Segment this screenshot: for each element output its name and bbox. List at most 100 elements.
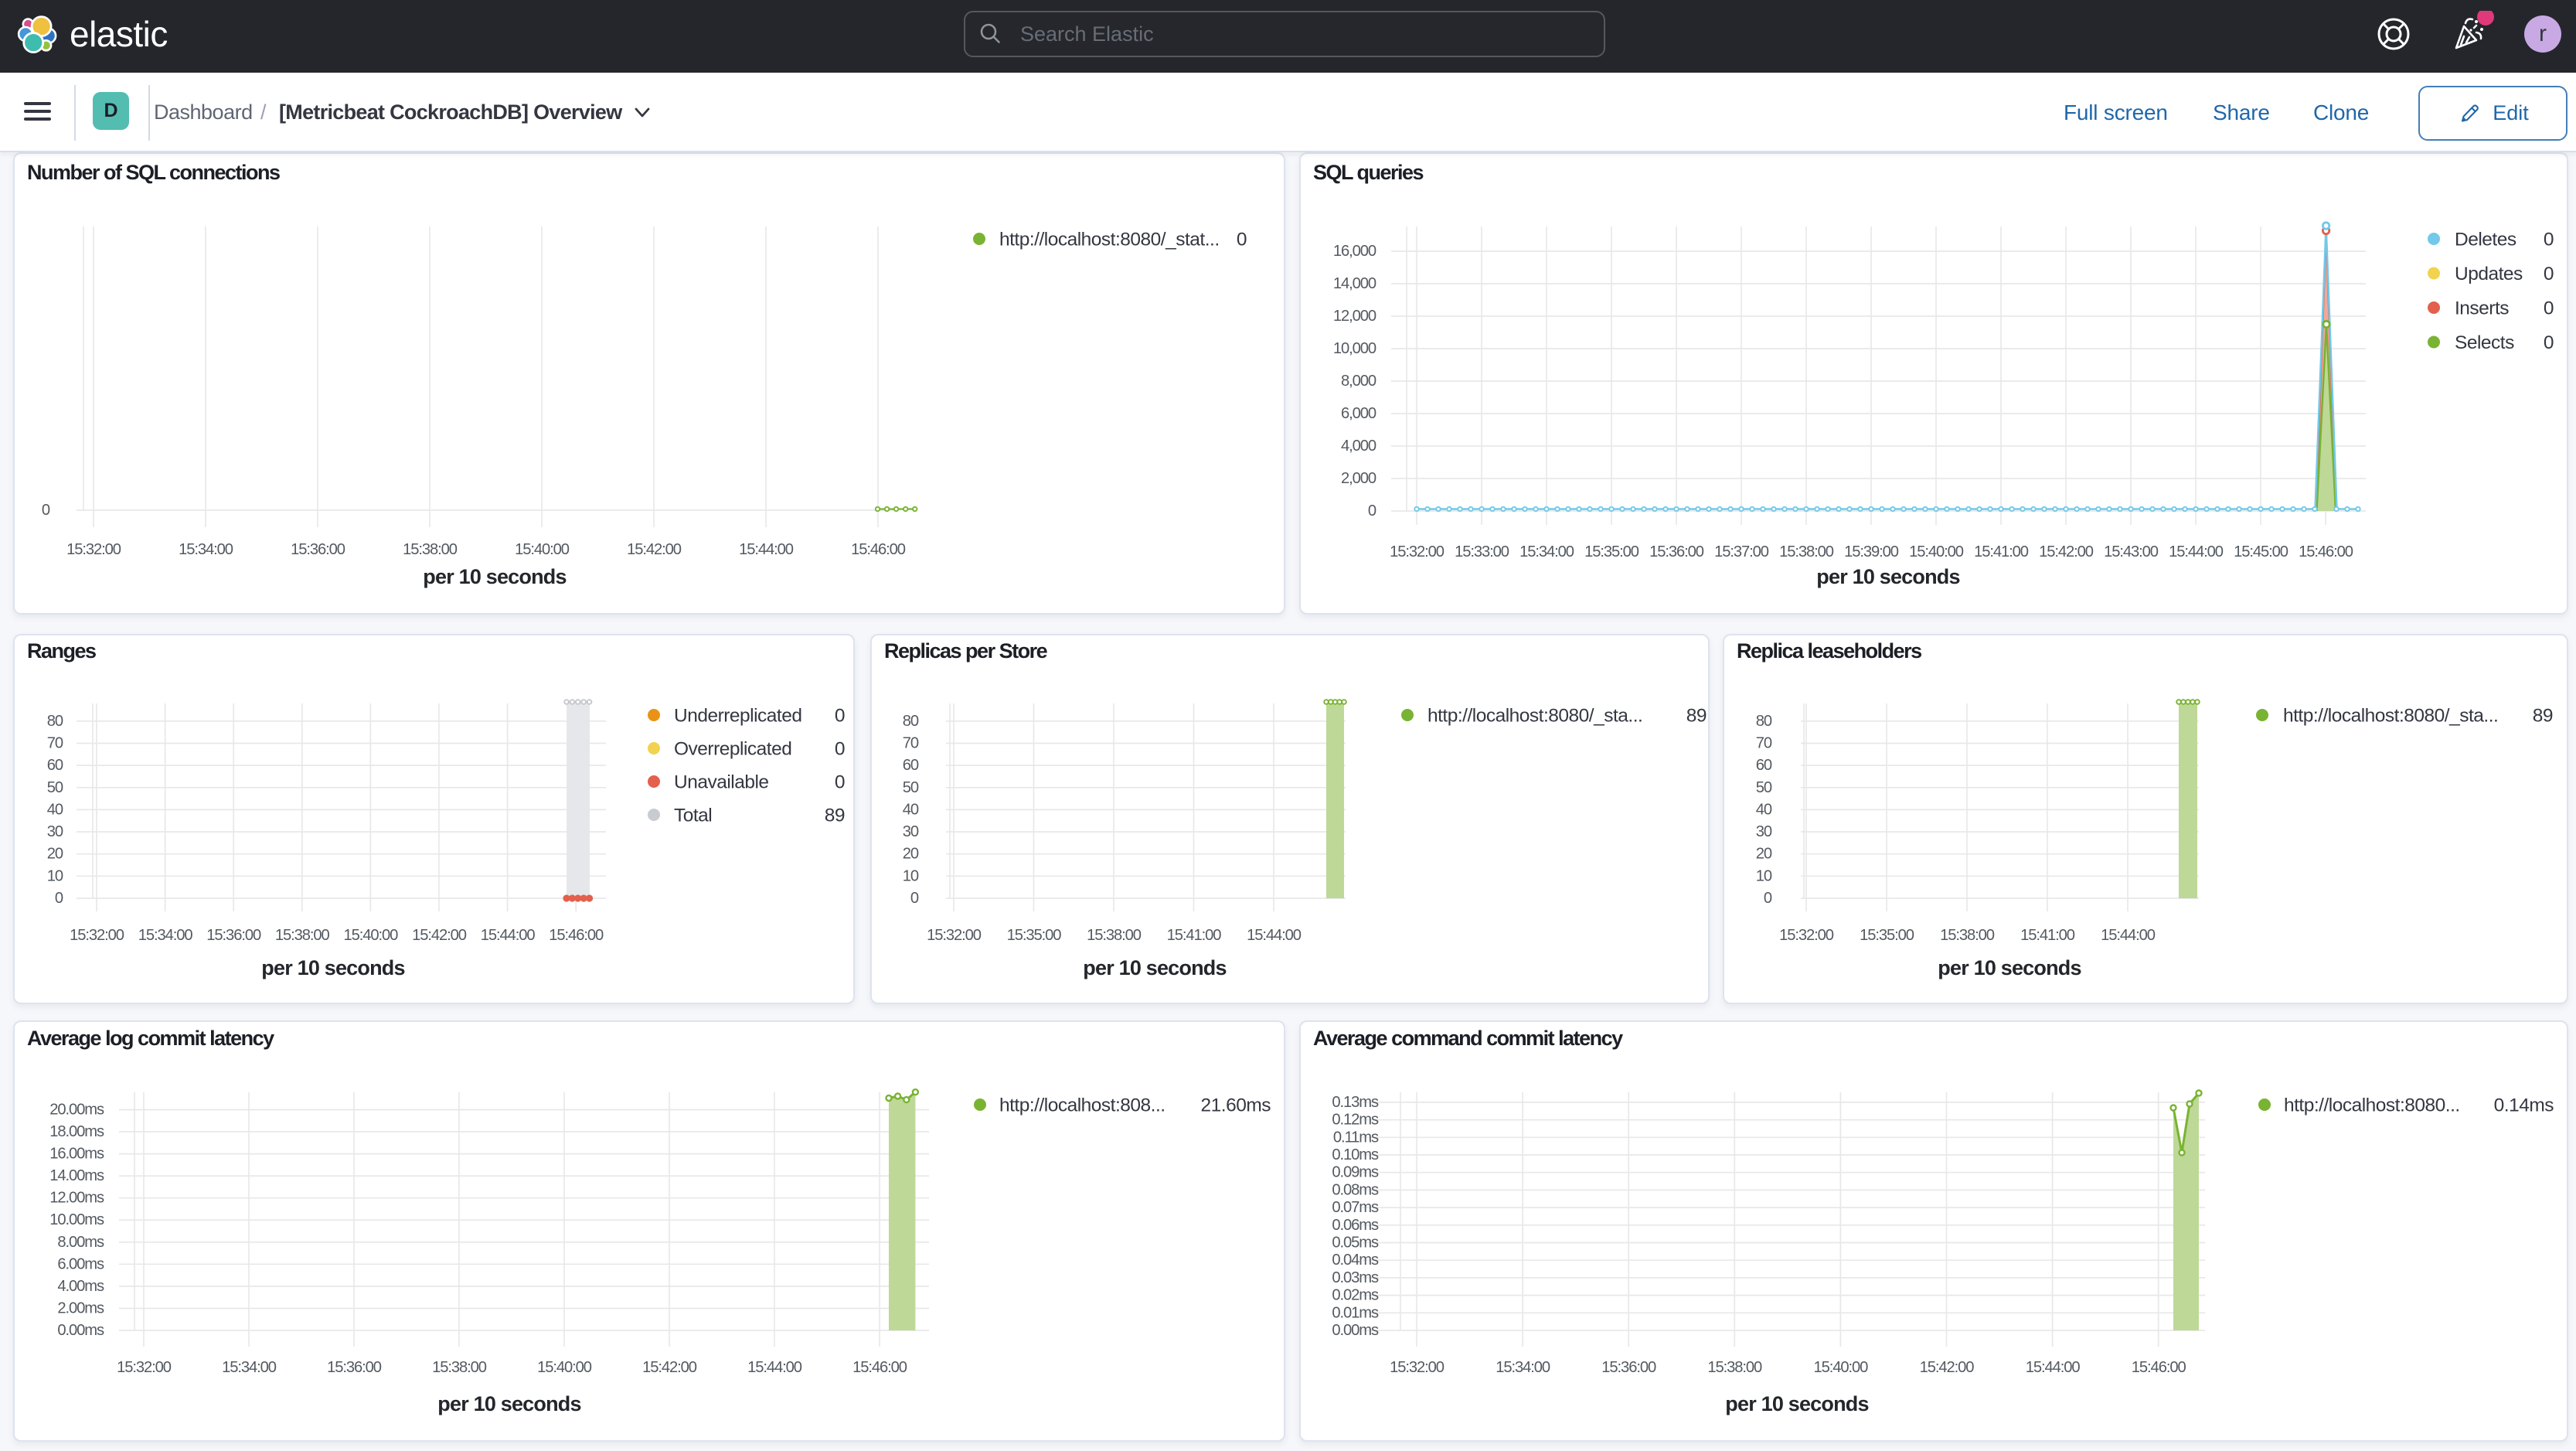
svg-text:21.60ms: 21.60ms xyxy=(1201,1095,1271,1116)
svg-text:15:42:00: 15:42:00 xyxy=(1920,1359,1975,1376)
svg-text:20.00ms: 20.00ms xyxy=(49,1102,104,1119)
svg-text:0: 0 xyxy=(835,739,845,760)
svg-text:per 10 seconds: per 10 seconds xyxy=(1816,565,1959,588)
svg-text:80: 80 xyxy=(47,713,63,730)
svg-text:15:41:00: 15:41:00 xyxy=(1974,543,2029,560)
svg-text:15:34:00: 15:34:00 xyxy=(138,927,193,944)
svg-text:15:46:00: 15:46:00 xyxy=(2132,1359,2186,1376)
svg-text:2.00ms: 2.00ms xyxy=(57,1300,104,1317)
svg-text:15:40:00: 15:40:00 xyxy=(537,1359,592,1376)
svg-text:0: 0 xyxy=(42,502,50,519)
svg-text:15:33:00: 15:33:00 xyxy=(1455,543,1509,560)
svg-text:Average log commit latency: Average log commit latency xyxy=(27,1027,274,1050)
svg-text:10,000: 10,000 xyxy=(1333,340,1376,357)
svg-text:30: 30 xyxy=(903,823,919,840)
svg-text:15:36:00: 15:36:00 xyxy=(1649,543,1704,560)
svg-text:15:44:00: 15:44:00 xyxy=(747,1359,802,1376)
svg-text:15:44:00: 15:44:00 xyxy=(481,927,536,944)
svg-text:http://localhost:8080...: http://localhost:8080... xyxy=(2284,1095,2460,1116)
svg-text:15:42:00: 15:42:00 xyxy=(627,541,682,558)
svg-text:0: 0 xyxy=(910,890,919,907)
svg-text:15:38:00: 15:38:00 xyxy=(1779,543,1834,560)
svg-text:15:38:00: 15:38:00 xyxy=(403,541,458,558)
svg-text:12.00ms: 12.00ms xyxy=(49,1190,104,1207)
svg-text:2,000: 2,000 xyxy=(1341,470,1376,487)
svg-text:15:46:00: 15:46:00 xyxy=(549,927,604,944)
svg-text:0: 0 xyxy=(835,706,845,727)
svg-text:15:40:00: 15:40:00 xyxy=(515,541,570,558)
svg-text:0.04ms: 0.04ms xyxy=(1332,1252,1379,1269)
svg-text:15:32:00: 15:32:00 xyxy=(1390,543,1445,560)
svg-text:0: 0 xyxy=(1368,502,1376,519)
svg-text:16.00ms: 16.00ms xyxy=(49,1146,104,1163)
svg-text:0.09ms: 0.09ms xyxy=(1332,1164,1379,1181)
svg-text:15:41:00: 15:41:00 xyxy=(1167,927,1222,944)
svg-text:15:32:00: 15:32:00 xyxy=(70,927,124,944)
svg-text:50: 50 xyxy=(1756,779,1772,796)
svg-text:per 10 seconds: per 10 seconds xyxy=(261,956,404,979)
svg-text:SQL queries: SQL queries xyxy=(1313,161,1424,184)
svg-text:per 10 seconds: per 10 seconds xyxy=(423,565,566,588)
svg-text:per 10 seconds: per 10 seconds xyxy=(437,1392,580,1415)
svg-text:16,000: 16,000 xyxy=(1333,243,1376,260)
svg-text:0: 0 xyxy=(1237,230,1247,250)
svg-text:30: 30 xyxy=(1756,823,1772,840)
svg-text:0.10ms: 0.10ms xyxy=(1332,1146,1379,1163)
svg-text:40: 40 xyxy=(1756,801,1772,818)
svg-text:50: 50 xyxy=(903,779,919,796)
svg-text:15:32:00: 15:32:00 xyxy=(66,541,121,558)
svg-text:15:38:00: 15:38:00 xyxy=(1940,927,1995,944)
svg-text:15:44:00: 15:44:00 xyxy=(2101,927,2156,944)
svg-text:15:34:00: 15:34:00 xyxy=(1496,1359,1550,1376)
svg-text:0: 0 xyxy=(2544,332,2554,353)
svg-text:12,000: 12,000 xyxy=(1333,308,1376,325)
svg-text:15:38:00: 15:38:00 xyxy=(1707,1359,1762,1376)
svg-text:0: 0 xyxy=(835,772,845,793)
svg-text:15:40:00: 15:40:00 xyxy=(1909,543,1964,560)
svg-text:6.00ms: 6.00ms xyxy=(57,1255,104,1272)
svg-text:15:32:00: 15:32:00 xyxy=(1779,927,1834,944)
svg-text:8,000: 8,000 xyxy=(1341,373,1376,390)
svg-text:20: 20 xyxy=(47,846,63,863)
svg-text:60: 60 xyxy=(47,757,63,774)
svg-text:4,000: 4,000 xyxy=(1341,438,1376,455)
svg-text:15:32:00: 15:32:00 xyxy=(927,927,982,944)
svg-text:15:35:00: 15:35:00 xyxy=(1007,927,1062,944)
svg-text:0: 0 xyxy=(1764,890,1772,907)
svg-text:15:42:00: 15:42:00 xyxy=(412,927,467,944)
svg-text:8.00ms: 8.00ms xyxy=(57,1234,104,1251)
svg-text:Average command commit latency: Average command commit latency xyxy=(1313,1027,1623,1050)
svg-text:0.07ms: 0.07ms xyxy=(1332,1199,1379,1216)
svg-text:0.08ms: 0.08ms xyxy=(1332,1181,1379,1198)
svg-text:15:36:00: 15:36:00 xyxy=(206,927,261,944)
svg-text:70: 70 xyxy=(903,735,919,752)
svg-text:15:45:00: 15:45:00 xyxy=(2234,543,2288,560)
svg-text:0.02ms: 0.02ms xyxy=(1332,1287,1379,1304)
svg-text:0.03ms: 0.03ms xyxy=(1332,1269,1379,1286)
svg-text:http://localhost:8080/_sta...: http://localhost:8080/_sta... xyxy=(2283,706,2498,727)
svg-text:10: 10 xyxy=(903,867,919,884)
svg-text:Total: Total xyxy=(674,806,712,826)
svg-text:15:32:00: 15:32:00 xyxy=(1390,1359,1445,1376)
svg-text:20: 20 xyxy=(1756,846,1772,863)
svg-text:70: 70 xyxy=(1756,735,1772,752)
svg-text:89: 89 xyxy=(2533,706,2553,727)
svg-text:10: 10 xyxy=(1756,867,1772,884)
svg-text:15:38:00: 15:38:00 xyxy=(1087,927,1142,944)
svg-text:Replicas per Store: Replicas per Store xyxy=(884,639,1048,662)
svg-text:Deletes: Deletes xyxy=(2455,230,2516,250)
svg-text:Unavailable: Unavailable xyxy=(674,772,769,793)
svg-text:0.11ms: 0.11ms xyxy=(1333,1129,1379,1146)
svg-text:15:37:00: 15:37:00 xyxy=(1714,543,1769,560)
svg-text:15:34:00: 15:34:00 xyxy=(179,541,233,558)
svg-text:10: 10 xyxy=(47,867,63,884)
svg-text:15:43:00: 15:43:00 xyxy=(2104,543,2159,560)
svg-text:15:35:00: 15:35:00 xyxy=(1584,543,1639,560)
svg-text:http://localhost:8080/_stat...: http://localhost:8080/_stat... xyxy=(999,230,1220,250)
svg-text:Inserts: Inserts xyxy=(2455,298,2509,319)
svg-text:15:36:00: 15:36:00 xyxy=(291,541,345,558)
svg-text:0.06ms: 0.06ms xyxy=(1332,1217,1379,1234)
svg-text:15:46:00: 15:46:00 xyxy=(852,1359,907,1376)
svg-text:Updates: Updates xyxy=(2455,264,2523,284)
svg-text:0: 0 xyxy=(2544,298,2554,319)
